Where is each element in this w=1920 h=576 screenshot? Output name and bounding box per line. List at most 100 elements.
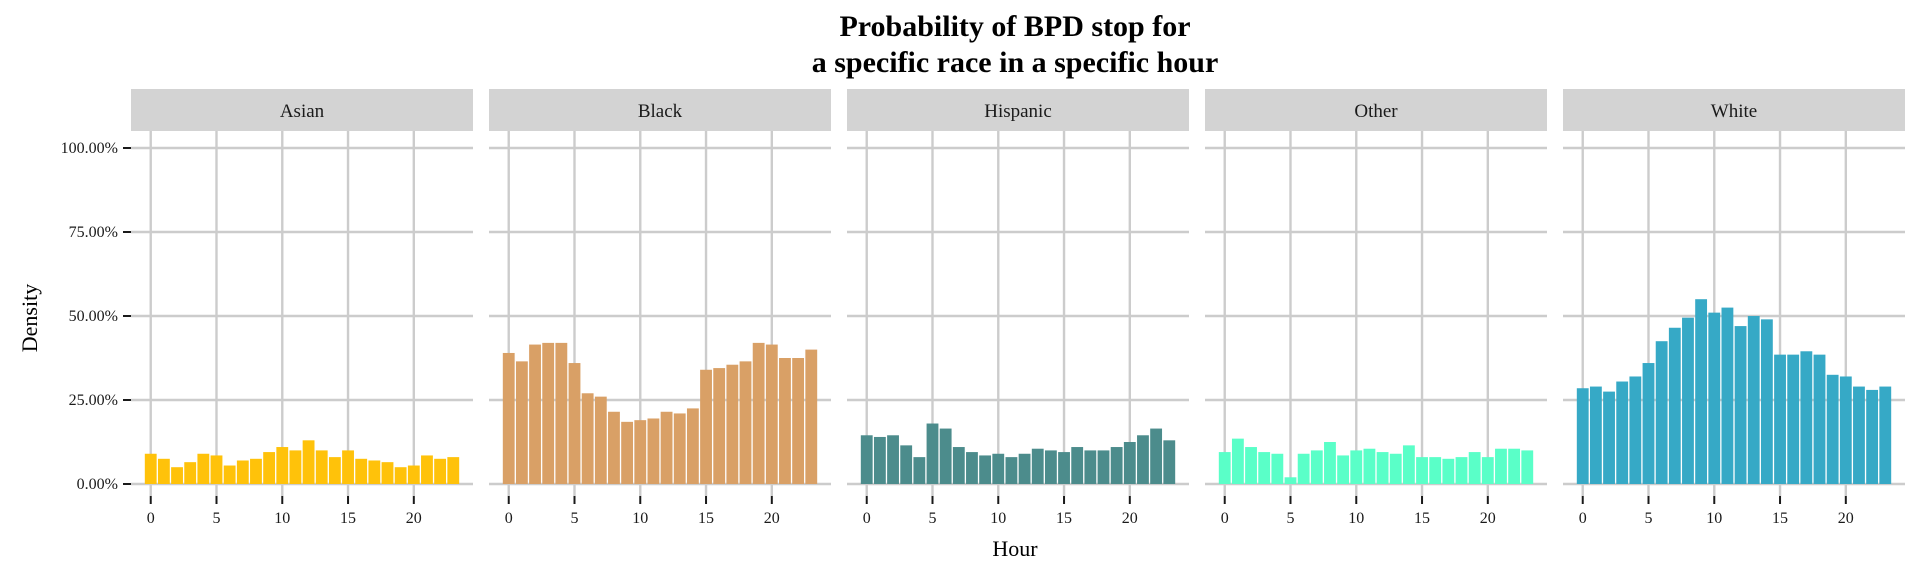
x-tick-label: 0 bbox=[147, 510, 155, 527]
bar bbox=[739, 361, 752, 484]
bar bbox=[1402, 445, 1415, 484]
bar bbox=[542, 342, 555, 484]
bar bbox=[1668, 327, 1681, 484]
bar bbox=[1376, 452, 1389, 484]
facet-strip-label: White bbox=[1711, 101, 1757, 122]
bar bbox=[1005, 457, 1018, 484]
facet-strip bbox=[131, 89, 473, 131]
bar bbox=[873, 436, 886, 484]
x-tick-label: 20 bbox=[406, 510, 422, 527]
y-axis: 0.00% 25.00% 50.00% 75.00% 100.00% bbox=[61, 140, 131, 493]
bar bbox=[1747, 316, 1760, 484]
bar bbox=[1695, 299, 1708, 484]
bar bbox=[581, 393, 594, 484]
bar bbox=[1350, 450, 1363, 484]
bar bbox=[555, 342, 568, 484]
x-tick-label: 10 bbox=[990, 510, 1006, 527]
bar bbox=[342, 450, 354, 484]
bar bbox=[250, 458, 262, 484]
bar bbox=[407, 465, 420, 484]
y-tick-label: 0.00% bbox=[77, 476, 118, 493]
bar bbox=[210, 455, 223, 484]
bar bbox=[660, 411, 673, 484]
bar bbox=[1231, 438, 1244, 484]
bar bbox=[900, 445, 913, 484]
bar bbox=[594, 396, 607, 484]
bar bbox=[952, 447, 965, 484]
bar bbox=[421, 455, 433, 484]
bar bbox=[979, 455, 992, 484]
bar bbox=[673, 413, 686, 484]
bar bbox=[1813, 354, 1826, 484]
x-tick-label: 5 bbox=[1645, 510, 1653, 527]
x-tick-label: 10 bbox=[632, 510, 648, 527]
bar bbox=[1163, 440, 1176, 484]
facet-strip-label: Asian bbox=[280, 101, 325, 122]
bar bbox=[887, 435, 899, 484]
bar bbox=[394, 467, 407, 484]
bar bbox=[1576, 388, 1589, 484]
bar bbox=[1416, 457, 1428, 484]
bar bbox=[1429, 457, 1442, 484]
bar bbox=[289, 450, 302, 484]
bar bbox=[447, 457, 460, 484]
bar bbox=[752, 342, 765, 484]
bar bbox=[276, 447, 289, 484]
panel-hispanic: Hispanic 0 5 10 15 20 bbox=[847, 89, 1189, 527]
bar bbox=[1442, 458, 1455, 484]
bar bbox=[1150, 428, 1163, 484]
x-tick-label: 5 bbox=[571, 510, 579, 527]
bar bbox=[1389, 453, 1402, 484]
bar bbox=[1018, 453, 1031, 484]
bar bbox=[197, 453, 210, 484]
chart-title-line-2: a specific race in a specific hour bbox=[812, 46, 1219, 79]
bar bbox=[1084, 450, 1097, 484]
bar bbox=[1297, 453, 1310, 484]
bar bbox=[1363, 448, 1376, 484]
bar bbox=[621, 421, 634, 484]
x-tick-label: 15 bbox=[1414, 510, 1430, 527]
bar bbox=[1826, 374, 1839, 484]
bar bbox=[1642, 363, 1655, 484]
y-tick-label: 50.00% bbox=[69, 308, 118, 325]
x-tick-label: 20 bbox=[764, 510, 780, 527]
bar bbox=[368, 460, 381, 484]
y-axis-title: Density bbox=[17, 284, 42, 352]
bar bbox=[1521, 450, 1534, 484]
x-tick-label: 0 bbox=[1579, 510, 1587, 527]
bar bbox=[1682, 317, 1694, 484]
bar bbox=[157, 458, 170, 484]
bar bbox=[913, 457, 926, 484]
x-axis-title: Hour bbox=[992, 536, 1038, 561]
y-tick-label: 25.00% bbox=[69, 392, 118, 409]
bar bbox=[1310, 450, 1323, 484]
bar bbox=[634, 420, 647, 484]
facet-strip-label: Black bbox=[638, 101, 683, 122]
x-tick-label: 5 bbox=[1287, 510, 1295, 527]
bar bbox=[1879, 386, 1892, 484]
bar bbox=[1058, 452, 1070, 484]
bar bbox=[686, 408, 699, 484]
bar bbox=[355, 458, 368, 484]
bar bbox=[1110, 447, 1123, 484]
bar bbox=[1800, 351, 1813, 484]
facet-strip bbox=[489, 89, 831, 131]
bar bbox=[381, 462, 394, 484]
y-tick-label: 100.00% bbox=[61, 140, 118, 157]
bar bbox=[713, 368, 726, 484]
bar bbox=[144, 453, 157, 484]
bar bbox=[792, 358, 805, 484]
bar bbox=[302, 440, 315, 484]
bar bbox=[1071, 447, 1084, 484]
bar bbox=[1774, 354, 1786, 484]
bar bbox=[1031, 448, 1044, 484]
facet-strip-label: Hispanic bbox=[984, 101, 1052, 122]
bar bbox=[171, 467, 183, 484]
bar bbox=[765, 344, 778, 484]
bar bbox=[1603, 391, 1615, 484]
x-tick-label: 20 bbox=[1480, 510, 1496, 527]
x-tick-label: 0 bbox=[1221, 510, 1229, 527]
bar bbox=[529, 344, 541, 484]
bar bbox=[515, 361, 528, 484]
bar bbox=[502, 352, 515, 484]
